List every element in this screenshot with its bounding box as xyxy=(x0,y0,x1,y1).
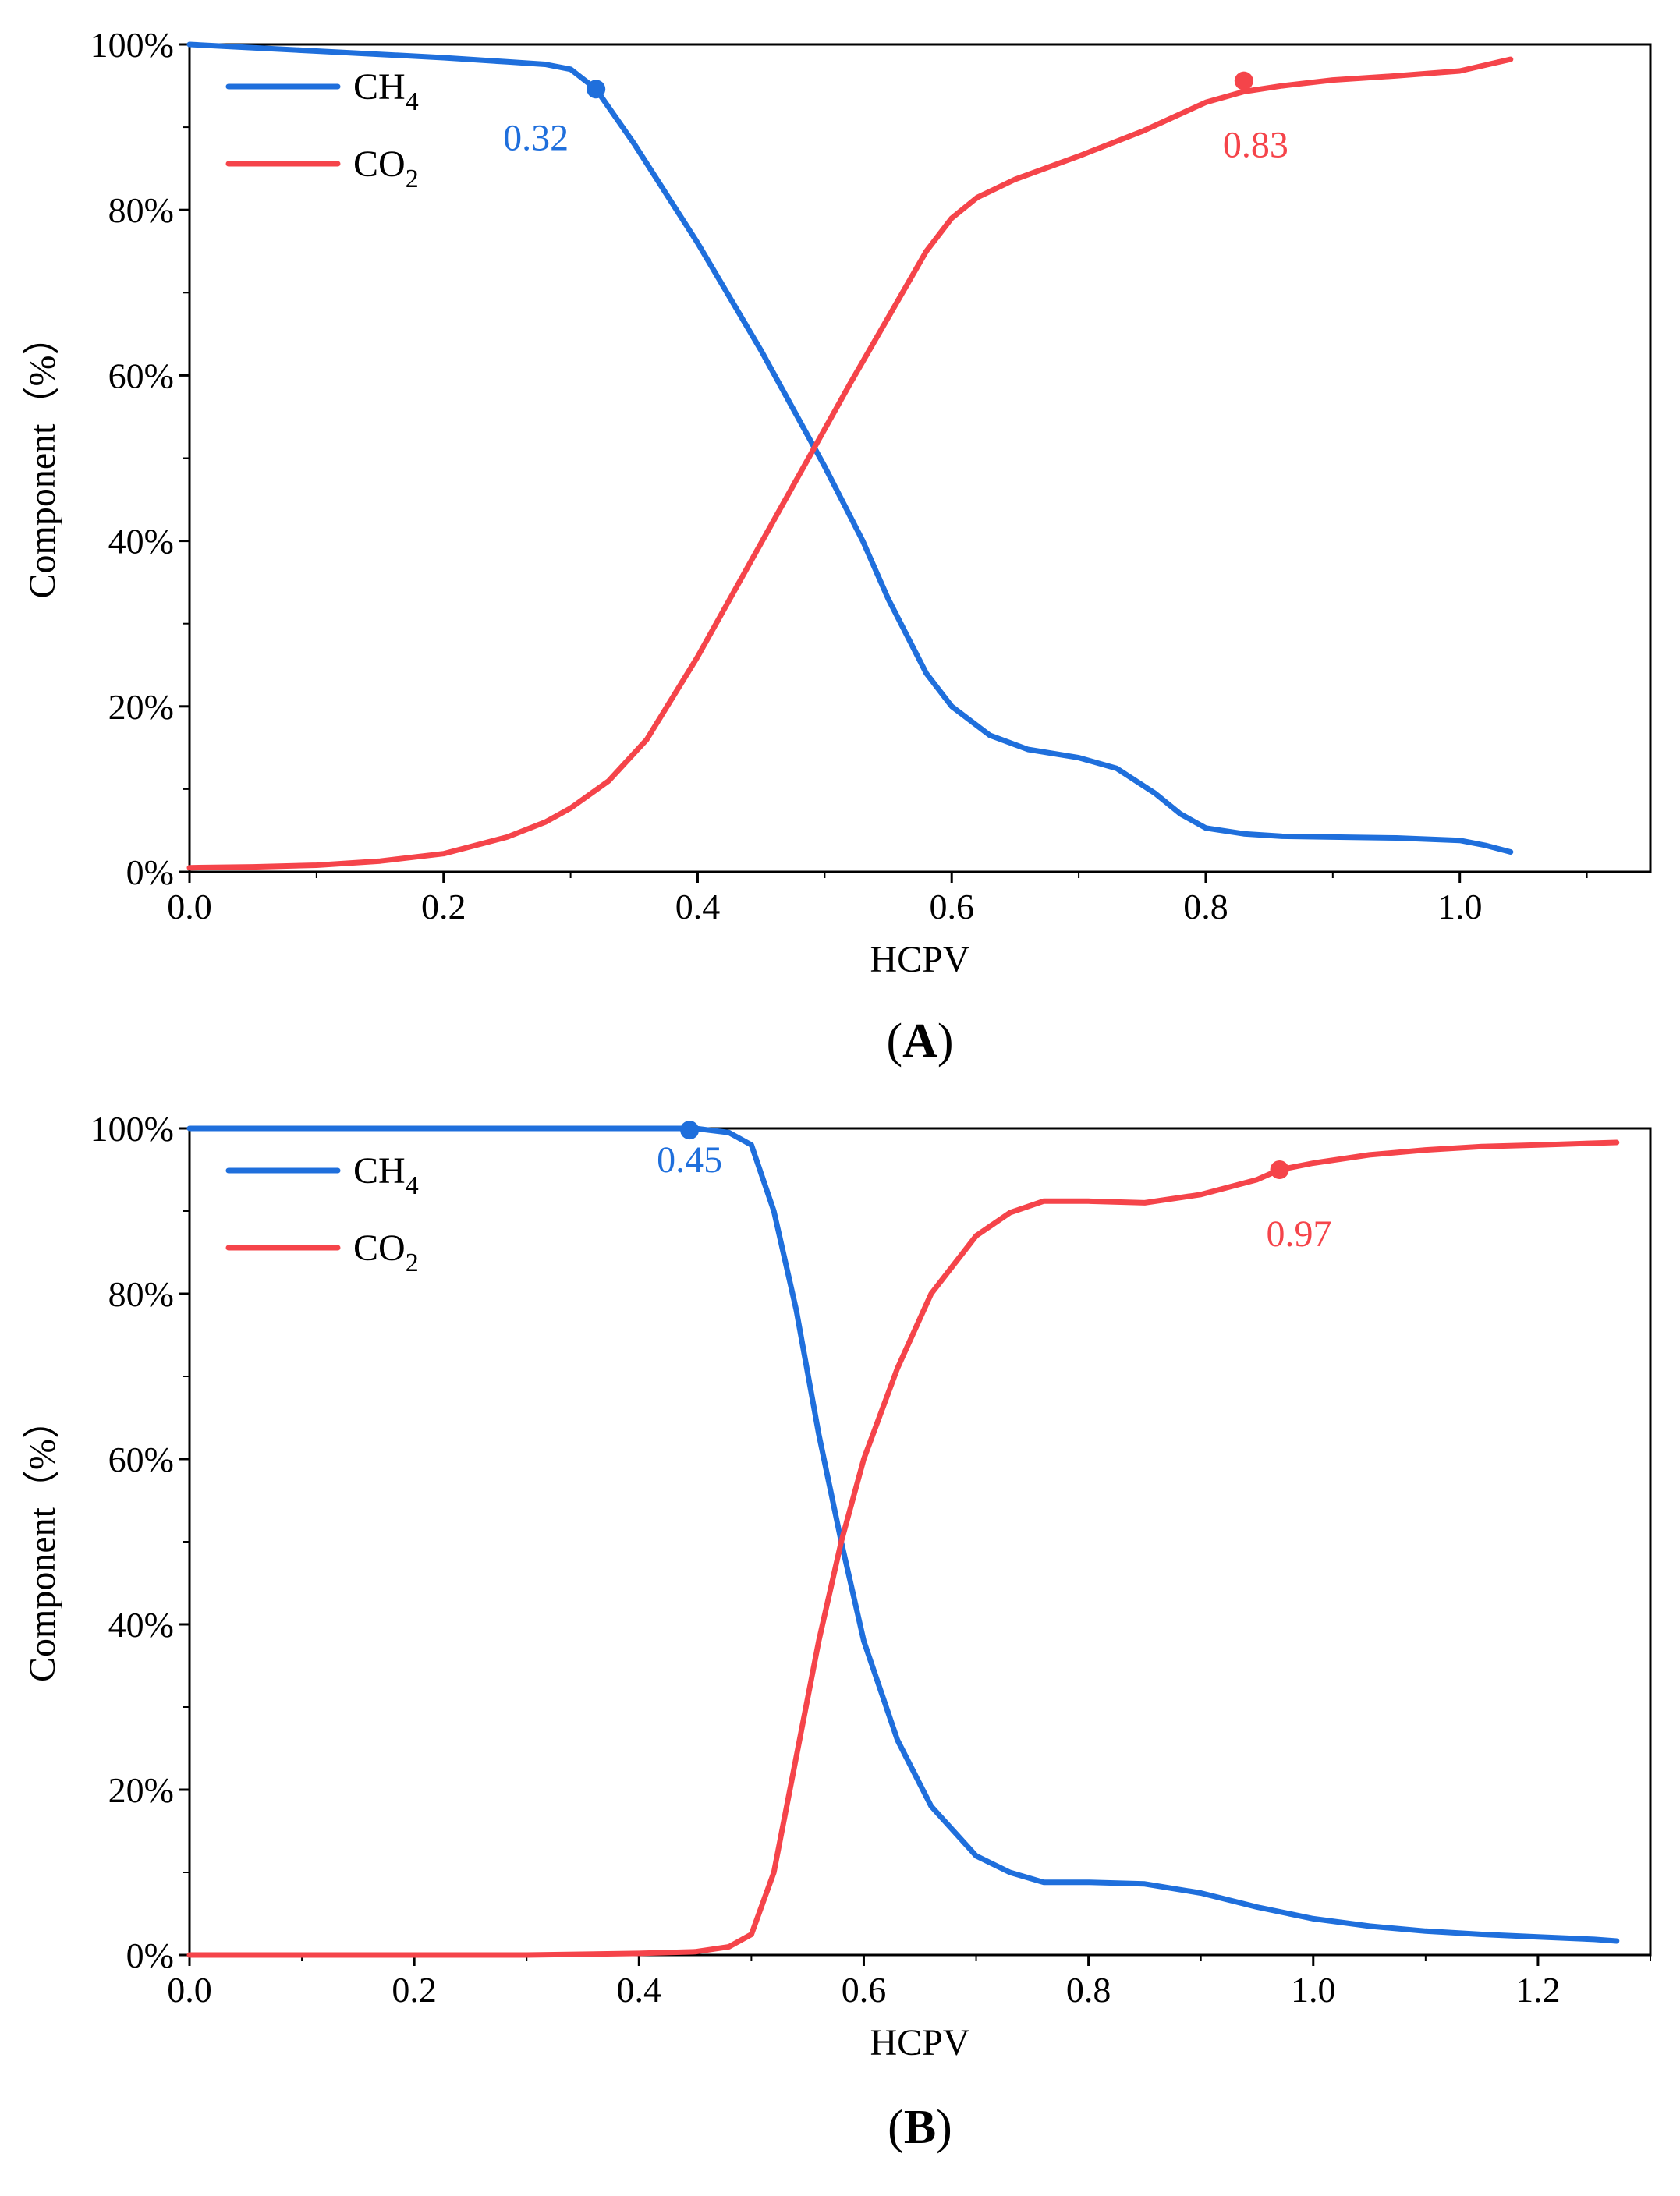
y-tick-label: 40% xyxy=(108,1605,174,1645)
chart-panel-b: 0.0 0.2 0.4 0.6 0.8 1.0 1.2 0% 20% 40% 60% 80% 100% H… xyxy=(22,1109,1652,2154)
legend-label-co2: CO2 xyxy=(353,143,419,193)
x-tick-label: 0.6 xyxy=(842,1970,887,2010)
y-tick-label: 0% xyxy=(126,1936,174,1975)
series-line-ch4 xyxy=(186,1125,1620,1944)
y-tick-label: 20% xyxy=(108,1770,174,1810)
annotation-label-co2: 0.83 xyxy=(1223,125,1288,166)
y-axis-label: Component（%） xyxy=(22,1401,63,1682)
annotation-label-ch4: 0.32 xyxy=(503,117,569,158)
x-tick-label: 1.0 xyxy=(1291,1970,1336,2010)
annotation-marker-co2 xyxy=(1234,71,1253,90)
x-tick-label: 0.4 xyxy=(617,1970,662,2010)
y-tick-label: 40% xyxy=(108,522,174,561)
x-tick-label: 1.2 xyxy=(1515,1970,1561,2010)
annotation-marker-ch4 xyxy=(680,1121,700,1140)
legend-label-ch4: CH4 xyxy=(353,1150,419,1200)
x-tick-label: 0.8 xyxy=(1183,887,1228,926)
legend-label-ch4: CH4 xyxy=(353,66,419,116)
y-tick-label: 60% xyxy=(108,1440,174,1479)
series-line-ch4 xyxy=(186,41,1514,855)
legend-label-co2: CO2 xyxy=(353,1227,419,1277)
x-tick-label: 1.0 xyxy=(1437,887,1483,926)
series-line-co2 xyxy=(186,1139,1620,1958)
y-tick-label: 20% xyxy=(108,687,174,727)
x-tick-label: 0.2 xyxy=(392,1970,437,2010)
y-tick-label: 80% xyxy=(108,190,174,230)
x-tick-label: 0.4 xyxy=(675,887,721,926)
y-tick-label: 60% xyxy=(108,356,174,395)
x-tick-label: 0.0 xyxy=(167,1970,212,2010)
y-axis-label: Component（%） xyxy=(22,318,63,599)
x-tick-label: 0.0 xyxy=(167,887,212,926)
chart-panel-a: 0.0 0.2 0.4 0.6 0.8 1.0 0% 20% 40% 60% 80% 100% HCPV… xyxy=(22,25,1652,1068)
panel-label: (A) xyxy=(886,1015,953,1068)
y-tick-label: 0% xyxy=(126,852,174,892)
x-tick-label: 0.2 xyxy=(421,887,466,926)
y-tick-label: 100% xyxy=(90,25,174,65)
x-tick-label: 0.8 xyxy=(1066,1970,1111,2010)
annotation-marker-co2 xyxy=(1270,1160,1289,1179)
panel-label: (B) xyxy=(888,2101,952,2154)
annotation-marker-ch4 xyxy=(587,80,606,99)
annotation-label-co2: 0.97 xyxy=(1267,1213,1332,1255)
x-axis-label: HCPV xyxy=(870,2022,969,2063)
x-tick-label: 0.6 xyxy=(929,887,974,926)
y-tick-label: 100% xyxy=(90,1109,174,1149)
annotation-label-ch4: 0.45 xyxy=(657,1139,722,1181)
y-tick-label: 80% xyxy=(108,1274,174,1314)
x-axis-label: HCPV xyxy=(870,939,969,980)
series-line-co2 xyxy=(186,56,1514,871)
